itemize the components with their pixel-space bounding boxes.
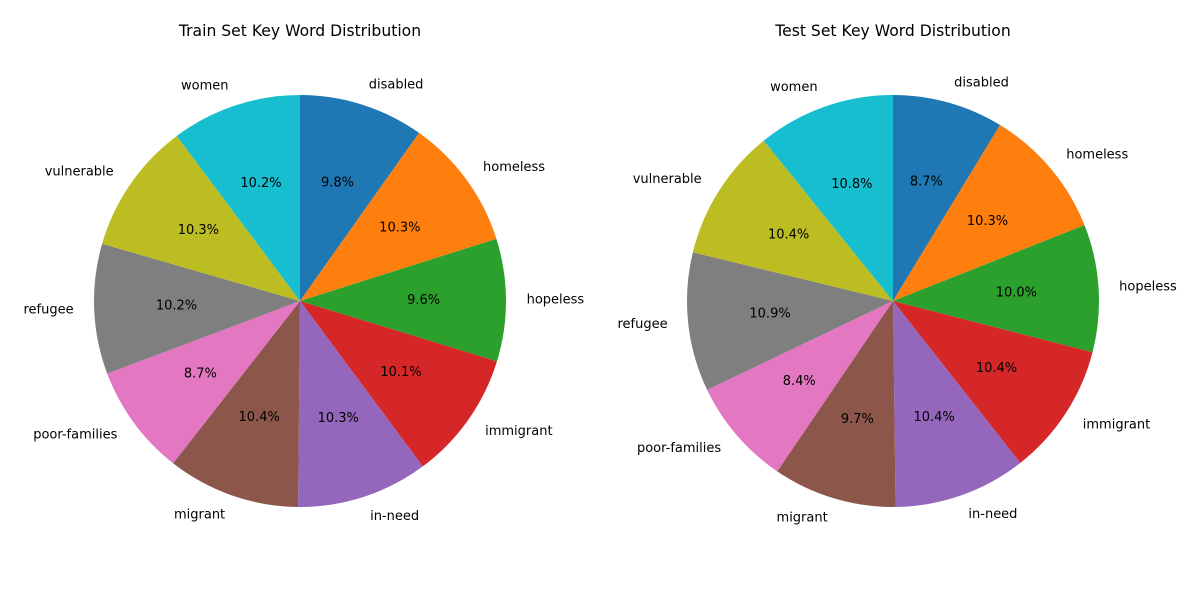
train-label-immigrant: immigrant xyxy=(485,424,552,439)
train-pct-hopeless: 9.6% xyxy=(407,293,440,308)
train-label-migrant: migrant xyxy=(174,507,225,522)
test-slice-refugee xyxy=(686,252,893,390)
test-slice-homeless xyxy=(893,125,1085,302)
train-label-homeless: homeless xyxy=(483,160,545,175)
train-pct-refugee: 10.2% xyxy=(156,298,197,313)
train-pie-slices xyxy=(94,95,506,507)
train-slice-homeless xyxy=(300,132,497,301)
test-label-hopeless: hopeless xyxy=(1119,279,1177,294)
train-pct-women: 10.2% xyxy=(240,176,281,191)
test-pct-homeless: 10.3% xyxy=(967,214,1008,229)
train-slice-hopeless xyxy=(300,238,506,362)
train-slice-women xyxy=(176,95,300,301)
test-pct-hopeless: 10.0% xyxy=(996,286,1037,301)
train-slice-in-need xyxy=(298,301,423,507)
test-pct-immigrant: 10.4% xyxy=(976,361,1017,376)
test-label-women: women xyxy=(770,80,818,95)
test-label-homeless: homeless xyxy=(1066,147,1128,162)
train-pie-labels: disabled 9.8% homeless 10.3% hopeless 9.6% imm… xyxy=(23,78,584,524)
train-label-vulnerable: vulnerable xyxy=(45,165,114,180)
train-pie-chart: Train Set Key Word Distribution disabled… xyxy=(23,22,584,524)
train-slice-vulnerable xyxy=(102,135,300,301)
test-pie-slices xyxy=(686,95,1099,507)
test-pct-poor-families: 8.4% xyxy=(783,374,816,389)
train-pct-disabled: 9.8% xyxy=(321,176,354,191)
train-slice-refugee xyxy=(94,243,300,374)
test-pie-labels: disabled 8.7% homeless 10.3% hopeless 10.0% im… xyxy=(617,75,1176,525)
test-pct-women: 10.8% xyxy=(831,177,872,192)
train-label-women: women xyxy=(181,78,229,93)
test-label-immigrant: immigrant xyxy=(1083,417,1150,432)
test-slice-hopeless xyxy=(893,225,1099,353)
test-slice-in-need xyxy=(893,301,1021,507)
test-pct-refugee: 10.9% xyxy=(749,306,790,321)
test-slice-vulnerable xyxy=(692,140,893,301)
train-label-disabled: disabled xyxy=(369,78,424,93)
train-pct-vulnerable: 10.3% xyxy=(178,223,219,238)
train-label-poor-families: poor-families xyxy=(33,428,117,443)
train-label-hopeless: hopeless xyxy=(527,292,585,307)
train-pct-homeless: 10.3% xyxy=(379,221,420,236)
train-slice-disabled xyxy=(300,95,420,301)
test-label-migrant: migrant xyxy=(777,511,828,526)
train-label-refugee: refugee xyxy=(23,302,73,317)
test-pie-chart: Test Set Key Word Distribution disabled 8… xyxy=(617,22,1176,526)
test-pct-migrant: 9.7% xyxy=(841,412,874,427)
train-chart-title: Train Set Key Word Distribution xyxy=(178,22,421,40)
test-label-refugee: refugee xyxy=(617,317,667,332)
train-label-in-need: in-need xyxy=(370,509,419,524)
train-pct-in-need: 10.3% xyxy=(318,411,359,426)
test-label-poor-families: poor-families xyxy=(637,441,721,456)
test-pct-disabled: 8.7% xyxy=(910,174,943,189)
test-label-disabled: disabled xyxy=(954,75,1009,90)
train-pct-migrant: 10.4% xyxy=(239,410,280,425)
test-slice-immigrant xyxy=(893,301,1093,463)
test-chart-title: Test Set Key Word Distribution xyxy=(774,22,1010,40)
train-pct-immigrant: 10.1% xyxy=(380,365,421,380)
test-slice-migrant xyxy=(777,301,896,507)
train-pct-poor-families: 8.7% xyxy=(184,367,217,382)
train-slice-migrant xyxy=(173,301,300,507)
test-pct-vulnerable: 10.4% xyxy=(768,227,809,242)
test-pct-in-need: 10.4% xyxy=(913,410,954,425)
test-slice-disabled xyxy=(893,95,1001,301)
train-slice-poor-families xyxy=(107,301,301,464)
test-slice-women xyxy=(763,95,893,301)
test-slice-poor-families xyxy=(707,301,893,472)
test-label-vulnerable: vulnerable xyxy=(633,172,702,187)
train-slice-immigrant xyxy=(300,301,497,467)
test-label-in-need: in-need xyxy=(968,507,1017,522)
